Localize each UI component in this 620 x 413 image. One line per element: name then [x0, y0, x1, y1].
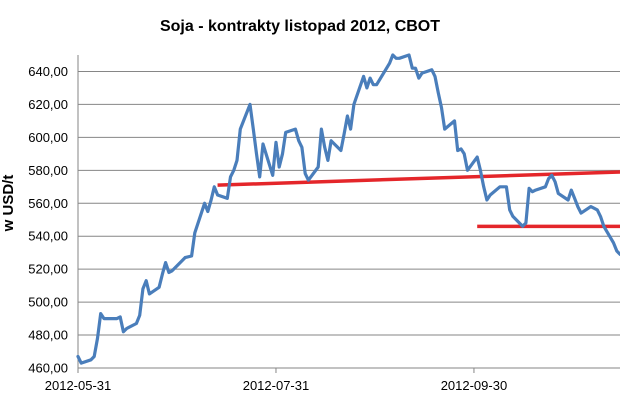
x-tick-label: 2012-07-31	[243, 378, 310, 393]
y-tick-label: 560,00	[28, 196, 68, 211]
y-tick-label: 620,00	[28, 97, 68, 112]
x-tick-label: 2012-05-31	[45, 378, 112, 393]
y-tick-label: 500,00	[28, 295, 68, 310]
trendlines	[217, 170, 620, 229]
axes	[77, 55, 620, 369]
y-axis-label: w USD/t	[0, 175, 17, 233]
y-tick-label: 520,00	[28, 262, 68, 277]
y-tick-label: 480,00	[28, 328, 68, 343]
y-axis-ticks: 460,00 480,00 500,00 520,00 540,00 560,00 580,…	[28, 64, 68, 376]
trendline	[217, 170, 620, 187]
y-tick-label: 640,00	[28, 64, 68, 79]
series-group	[76, 53, 620, 365]
y-tick-label: 580,00	[28, 163, 68, 178]
price-series-line	[76, 53, 620, 365]
y-tick-label: 540,00	[28, 229, 68, 244]
x-axis-ticks: 2012-05-31 2012-07-31 2012-09-30	[45, 368, 507, 393]
x-tick-label: 2012-09-30	[441, 378, 508, 393]
y-tick-label: 600,00	[28, 130, 68, 145]
y-tick-label: 460,00	[28, 361, 68, 376]
chart-title: Soja - kontrakty listopad 2012, CBOT	[160, 18, 440, 35]
